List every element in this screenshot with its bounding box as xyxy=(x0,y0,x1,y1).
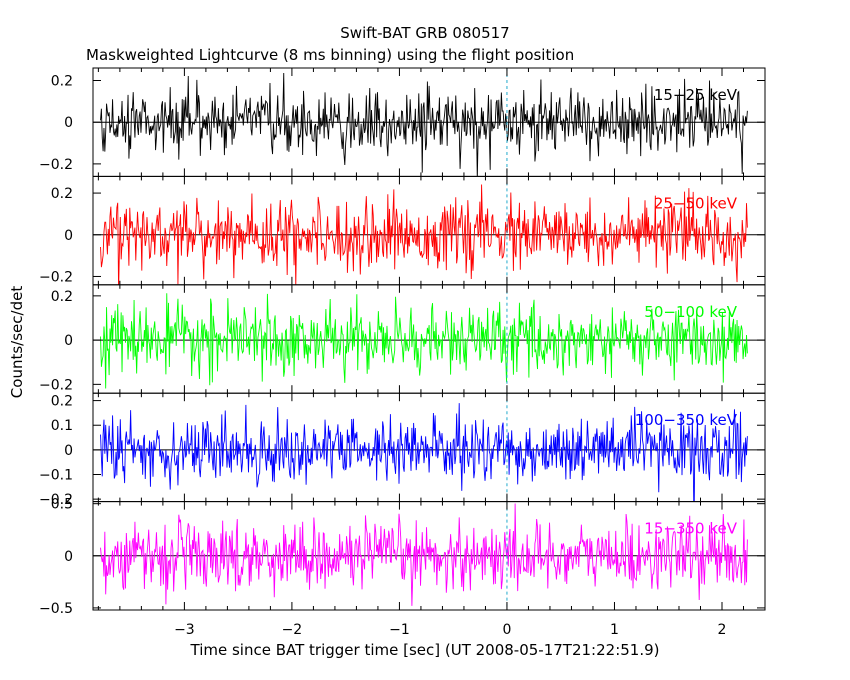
y-tick-label: 0 xyxy=(64,549,73,565)
chart-title: Swift-BAT GRB 080517 xyxy=(340,24,509,42)
y-tick-label: 0 xyxy=(64,443,73,459)
x-tick-label: −3 xyxy=(174,622,195,638)
y-tick-label: 0.2 xyxy=(51,394,73,410)
x-tick-label: 0 xyxy=(502,622,511,638)
y-tick-label: 0 xyxy=(64,228,73,244)
y-tick-label: −0.2 xyxy=(39,377,73,393)
y-tick-label: −0.2 xyxy=(39,157,73,173)
y-tick-label: −0.1 xyxy=(39,468,73,484)
panel-15-350-kev: 0.5 0 −0.5 15−350 keV xyxy=(39,497,766,617)
x-axis-label: Time since BAT trigger time [sec] (UT 20… xyxy=(190,641,660,659)
y-tick-label: 0 xyxy=(64,115,73,131)
band-label: 15−350 keV xyxy=(644,520,737,538)
x-tick-label: 2 xyxy=(718,622,727,638)
series-line xyxy=(100,293,748,389)
band-label: 15−25 keV xyxy=(654,86,738,104)
series-line xyxy=(100,503,748,606)
panel-100-350-kev: 0.2 0.1 0 −0.1 −0.2 100−350 keV xyxy=(39,392,766,508)
band-label: 50−100 keV xyxy=(644,303,737,321)
y-tick-label: −0.2 xyxy=(39,269,73,285)
y-tick-label: −0.2 xyxy=(39,492,73,508)
y-tick-label: 0.2 xyxy=(51,186,73,202)
y-tick-label: 0.2 xyxy=(51,74,73,90)
panel-25-50-kev: 0.2 0 −0.2 25−50 keV xyxy=(39,175,766,286)
panel-15-25-kev: 0.2 0 −0.2 15−25 keV xyxy=(39,67,766,177)
y-tick-label: −0.5 xyxy=(39,601,73,617)
panel-frame xyxy=(92,175,766,286)
x-tick-label: −1 xyxy=(389,622,410,638)
band-label: 100−350 keV xyxy=(635,411,738,429)
series-line xyxy=(100,403,748,502)
y-tick-label: 0.5 xyxy=(51,497,73,513)
panel-50-100-kev: 0.2 0 −0.2 50−100 keV xyxy=(39,284,766,394)
y-axis-label: Counts/sec/det xyxy=(8,286,26,399)
series-line xyxy=(100,184,748,285)
y-tick-label: 0.1 xyxy=(51,418,73,434)
x-tick-label: 1 xyxy=(610,622,619,638)
y-tick-label: 0.2 xyxy=(51,289,73,305)
panel-stack: 0.2 0 −0.2 15−25 keV 0.2 0 −0.2 25−50 keV 0.2 0 −0… xyxy=(39,67,766,638)
band-label: 25−50 keV xyxy=(654,194,738,212)
series-line xyxy=(100,73,748,177)
chart-subtitle: Maskweighted Lightcurve (8 ms binning) u… xyxy=(86,46,574,64)
x-tick-label: −2 xyxy=(282,622,303,638)
y-tick-label: 0 xyxy=(64,333,73,349)
